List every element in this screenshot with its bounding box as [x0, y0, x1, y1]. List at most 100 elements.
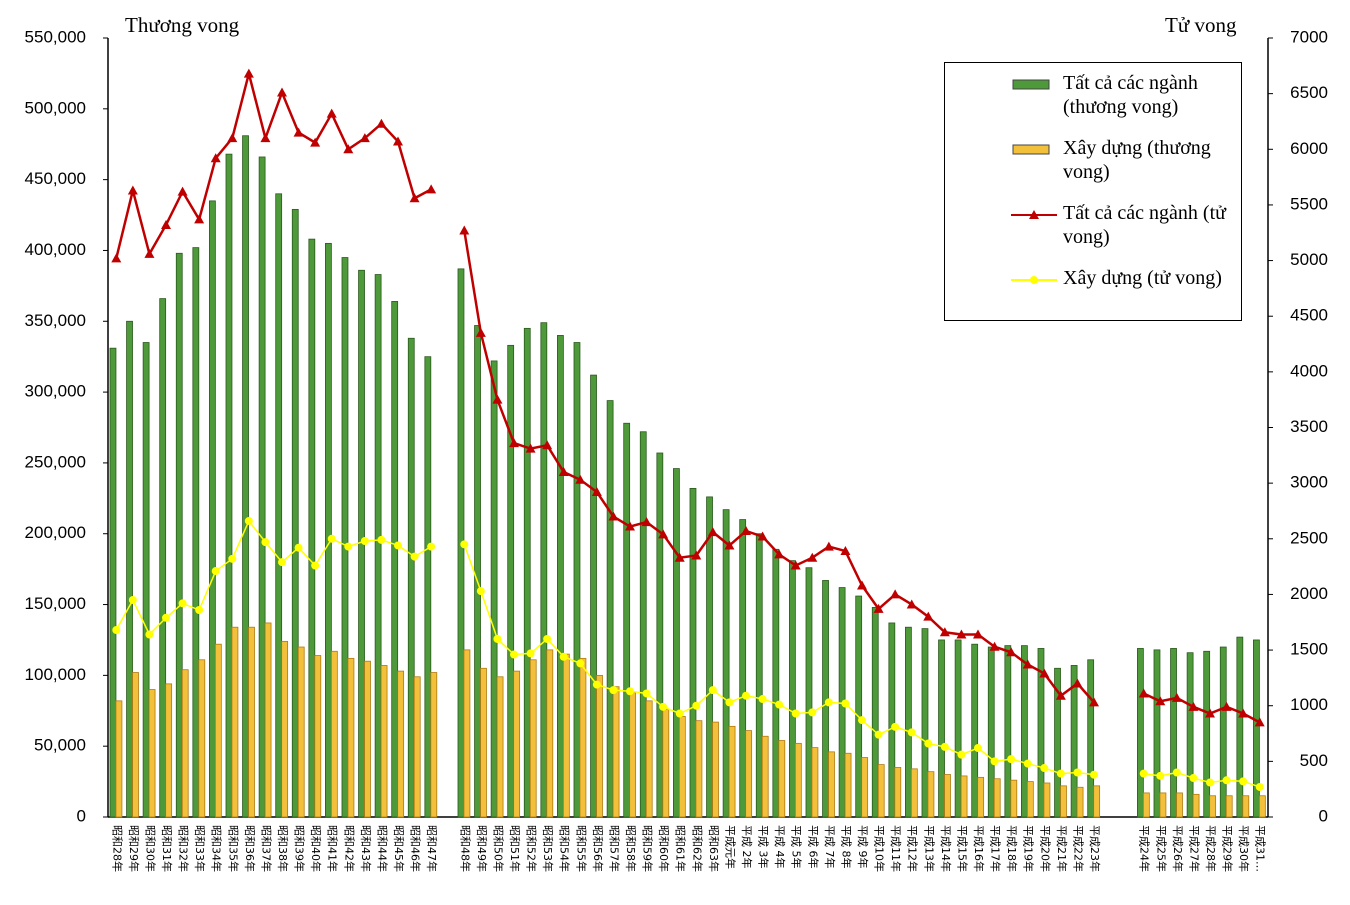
y-tick-label: 500,000: [25, 98, 86, 117]
bar: [706, 496, 713, 818]
bar: [557, 335, 564, 818]
bar: [275, 193, 283, 818]
marker: [261, 538, 270, 547]
marker: [757, 531, 768, 541]
marker: [410, 552, 419, 561]
x-tick-label: 昭和54年: [558, 825, 572, 872]
y2-tick-label: 3000: [1290, 473, 1328, 492]
marker: [989, 641, 1000, 651]
bar: [1021, 645, 1028, 818]
marker: [162, 613, 170, 622]
marker: [409, 193, 420, 203]
marker: [510, 650, 518, 659]
bar: [540, 322, 548, 818]
marker: [923, 611, 934, 621]
y-tick-label: 0: [77, 806, 86, 825]
x-tick-label: 昭和63年: [707, 825, 721, 872]
marker: [294, 543, 303, 552]
bar: [828, 751, 835, 818]
marker: [1254, 717, 1265, 727]
marker: [791, 709, 800, 718]
marker: [344, 542, 353, 551]
x-tick-label: 平成29年: [1221, 825, 1235, 872]
marker: [459, 225, 470, 235]
marker: [609, 686, 618, 695]
marker: [939, 627, 950, 637]
x-tick-label: 昭和42年: [342, 825, 356, 872]
bar: [772, 548, 780, 818]
bar: [562, 653, 570, 818]
marker: [145, 630, 154, 639]
marker: [310, 137, 321, 147]
marker: [873, 603, 884, 613]
bar: [623, 422, 631, 818]
marker: [278, 558, 286, 567]
marker: [1039, 668, 1050, 678]
marker: [1055, 690, 1066, 700]
marker: [1171, 692, 1182, 702]
bar: [811, 747, 819, 818]
x-tick-label: 平成16年: [972, 825, 986, 872]
marker: [1255, 782, 1264, 791]
x-tick-label: 昭和52年: [525, 825, 539, 872]
bar: [1026, 781, 1034, 818]
x-tick-label: 昭和31年: [160, 825, 174, 872]
marker: [659, 702, 668, 711]
bar: [546, 649, 554, 818]
bar: [291, 208, 299, 818]
legend-swatch: [1012, 79, 1050, 90]
x-tick-label: 昭和51年: [508, 825, 522, 872]
bar: [474, 325, 481, 818]
bar: [248, 626, 255, 818]
bar: [1209, 795, 1217, 818]
marker: [360, 537, 369, 546]
marker: [543, 634, 552, 643]
bar: [938, 639, 945, 818]
bar: [794, 742, 802, 818]
marker: [790, 560, 801, 570]
marker: [1205, 708, 1215, 718]
marker: [824, 698, 833, 707]
bar: [1054, 667, 1061, 818]
x-tick-label: 平成24年: [1138, 825, 1152, 872]
marker: [990, 757, 999, 766]
marker: [194, 214, 205, 224]
x-tick-label: 昭和44年: [375, 825, 389, 872]
marker: [311, 561, 320, 570]
marker: [144, 248, 155, 258]
x-tick-label: 平成18年: [1005, 825, 1019, 872]
x-tick-label: 平成30年: [1237, 825, 1251, 872]
bar: [142, 342, 150, 818]
x-tick-label: 昭和61年: [674, 825, 688, 872]
x-tick-label: 平成元年: [723, 825, 737, 869]
y2-tick-label: 5500: [1290, 194, 1328, 213]
marker: [1156, 771, 1165, 780]
x-tick-label: 昭和33年: [193, 825, 207, 872]
legend-label: Tất cả các ngành (tử vong): [1063, 202, 1226, 248]
y2-tick-label: 2000: [1290, 584, 1328, 603]
y2-axis-title: Tử vong: [1165, 13, 1237, 37]
marker: [674, 552, 685, 562]
y-tick-label: 350,000: [25, 311, 86, 330]
marker: [956, 629, 967, 639]
marker: [1056, 769, 1065, 778]
marker: [840, 546, 851, 556]
marker: [243, 68, 254, 78]
x-tick-label: 昭和59年: [641, 825, 655, 872]
marker: [1139, 769, 1148, 778]
marker: [177, 186, 188, 196]
y2-tick-label: 0: [1319, 806, 1328, 825]
bar: [1192, 793, 1200, 818]
marker: [576, 659, 585, 668]
bar: [242, 135, 249, 818]
x-tick-label: 昭和41年: [326, 825, 340, 872]
y-tick-label: 200,000: [25, 523, 86, 542]
x-tick-label: 昭和58年: [624, 825, 638, 872]
marker: [973, 629, 983, 639]
x-tick-label: 平成20年: [1038, 825, 1052, 872]
bar: [761, 735, 769, 818]
marker: [807, 552, 818, 562]
bar: [1176, 792, 1183, 818]
